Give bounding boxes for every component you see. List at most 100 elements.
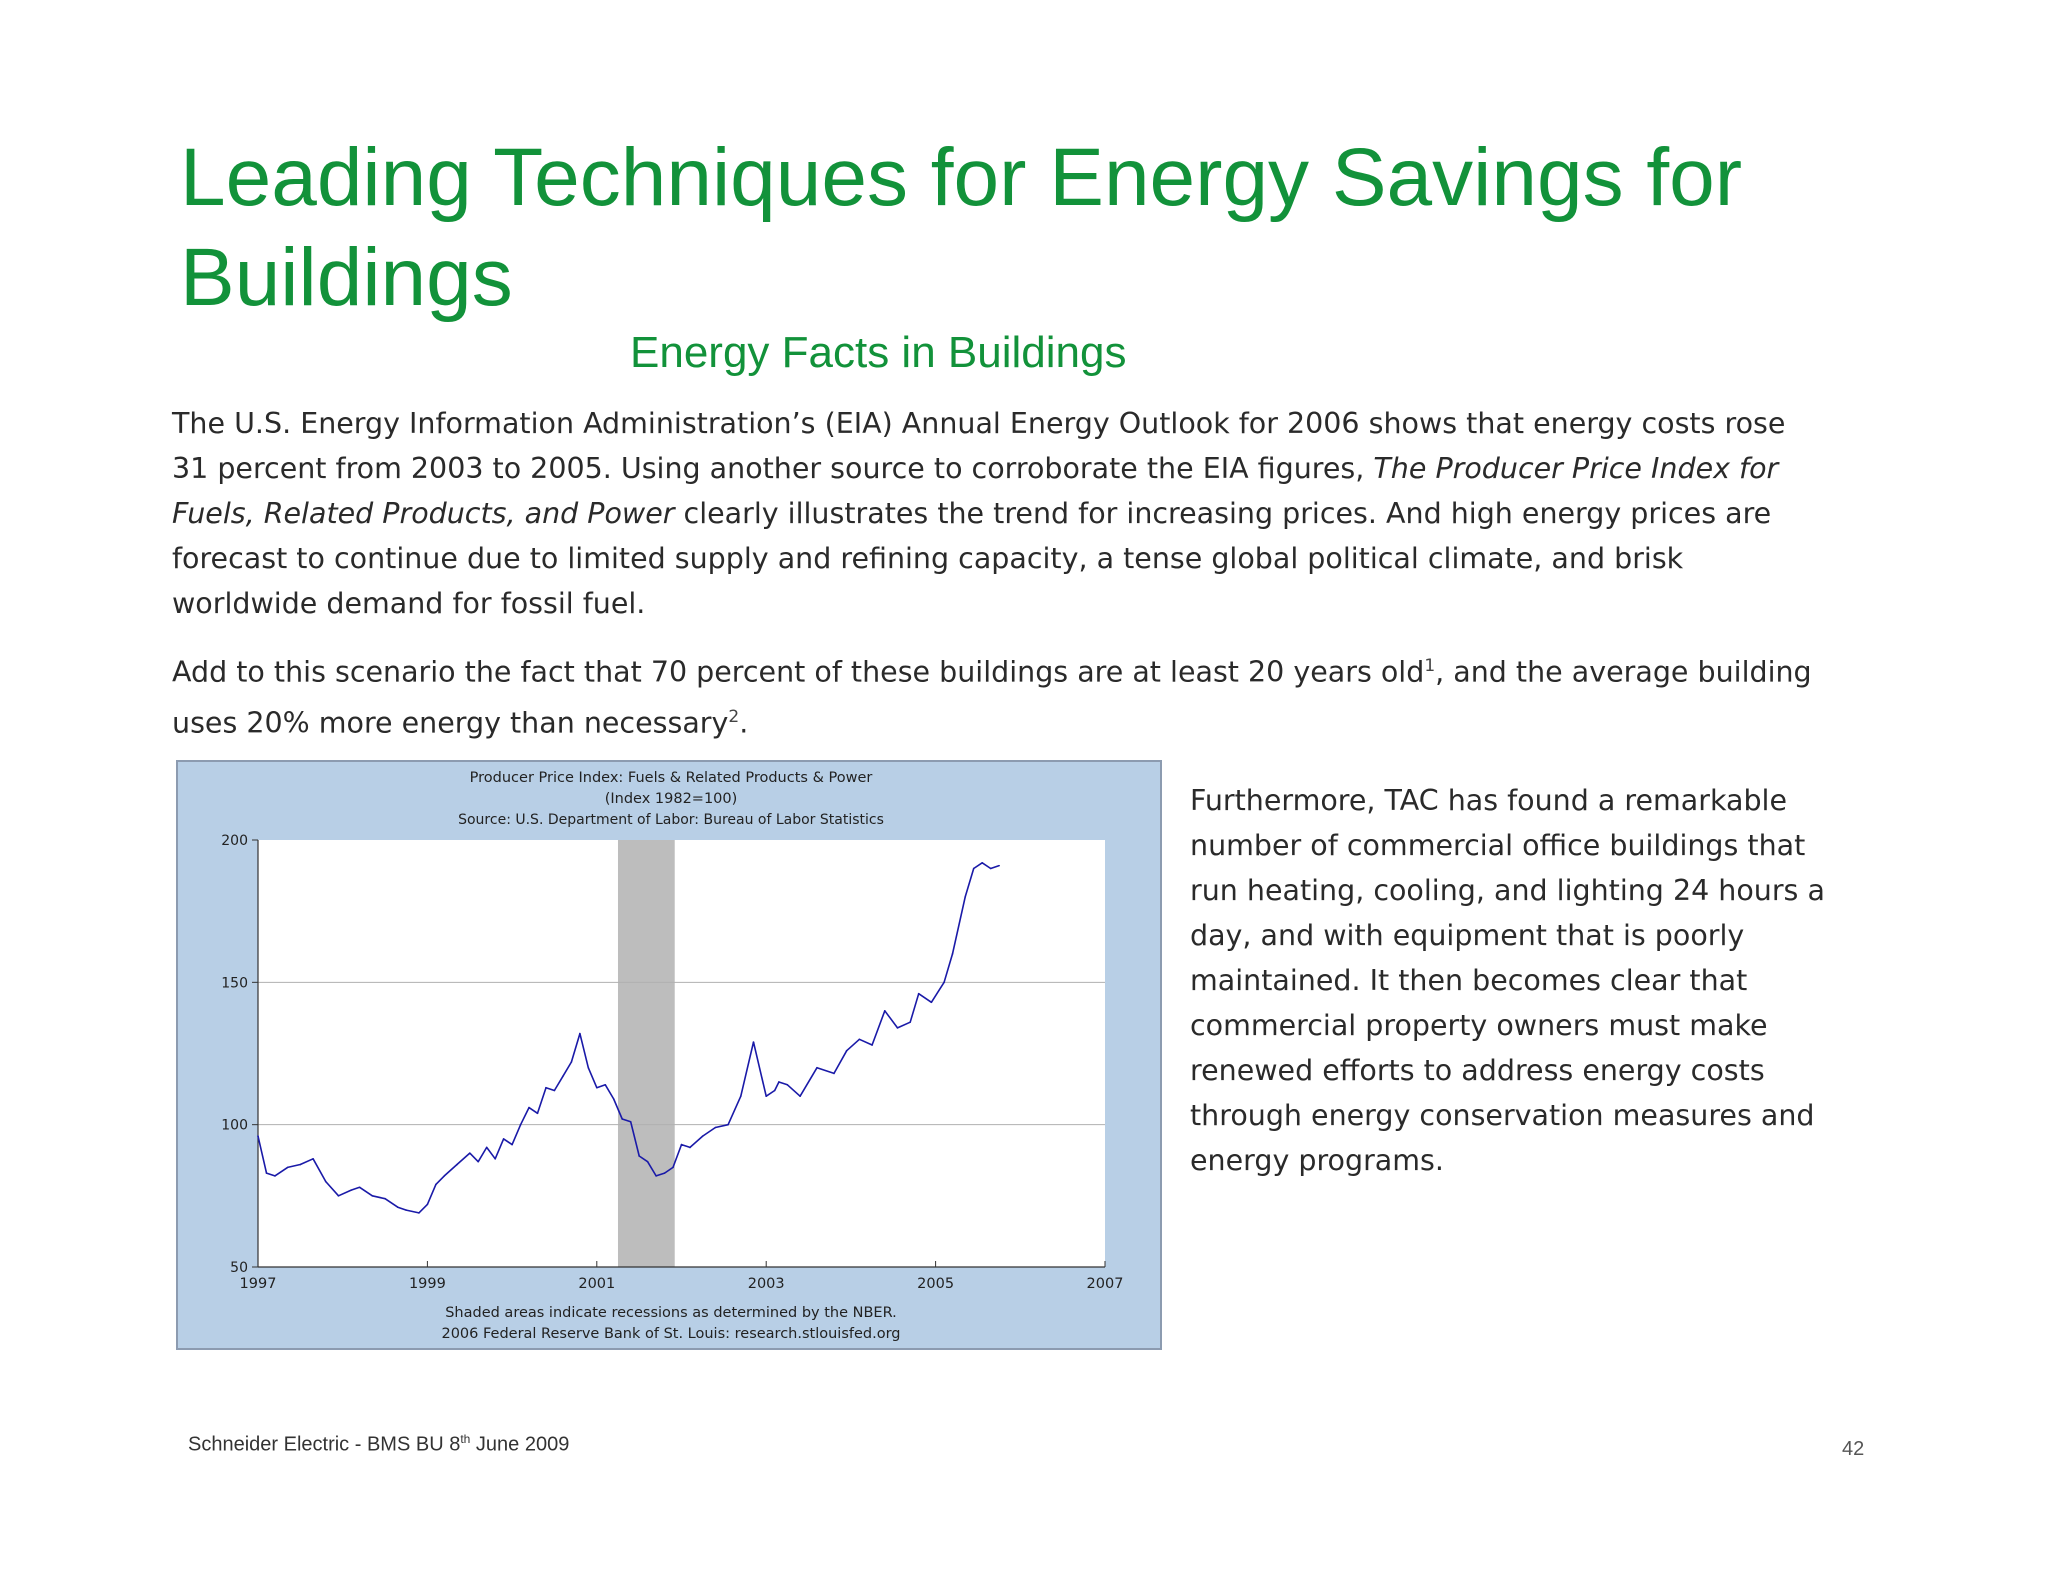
ppi-data-point bbox=[930, 1001, 933, 1004]
ppi-data-point bbox=[485, 1146, 488, 1149]
footnote-ref-1: 1 bbox=[1424, 656, 1436, 676]
ppi-data-point bbox=[426, 1203, 429, 1206]
x-tick-label: 2001 bbox=[578, 1276, 615, 1292]
ppi-data-point bbox=[358, 1186, 361, 1189]
ppi-data-point bbox=[858, 1038, 861, 1041]
ppi-data-point bbox=[972, 867, 975, 870]
ppi-data-point bbox=[943, 981, 945, 984]
x-tick-label: 2007 bbox=[1087, 1276, 1124, 1292]
ppi-data-point bbox=[579, 1032, 581, 1035]
slide-title: Leading Techniques for Energy Savings fo… bbox=[180, 132, 1743, 323]
ppi-data-point bbox=[350, 1189, 352, 1191]
ppi-data-point bbox=[773, 1089, 776, 1092]
ppi-data-point bbox=[689, 1146, 691, 1149]
ppi-data-point bbox=[765, 1095, 767, 1097]
ppi-data-point bbox=[405, 1209, 408, 1211]
ppi-data-point bbox=[265, 1172, 268, 1174]
ppi-data-point bbox=[786, 1084, 789, 1086]
ppi-data-point bbox=[502, 1138, 505, 1140]
x-tick-label: 1997 bbox=[240, 1276, 277, 1292]
x-tick-label: 2003 bbox=[748, 1276, 785, 1292]
ppi-data-point bbox=[646, 1160, 649, 1163]
chart-title: Producer Price Index: Fuels & Related Pr… bbox=[470, 770, 873, 786]
slide-subtitle: Energy Facts in Buildings bbox=[630, 328, 1127, 377]
paragraph-buildings-text-3: . bbox=[739, 706, 749, 739]
ppi-data-point bbox=[337, 1195, 340, 1197]
ppi-data-point bbox=[477, 1160, 480, 1163]
chart-subtitle: (Index 1982=100) bbox=[605, 791, 738, 807]
y-tick-label: 150 bbox=[221, 975, 248, 991]
ppi-data-point bbox=[739, 1095, 742, 1097]
paragraph-eia: The U.S. Energy Information Administrati… bbox=[172, 401, 1812, 626]
x-tick-label: 1999 bbox=[409, 1276, 446, 1292]
ppi-data-point bbox=[752, 1041, 755, 1043]
ppi-data-point bbox=[396, 1206, 399, 1209]
ppi-data-point bbox=[672, 1166, 674, 1169]
ppi-data-point bbox=[443, 1175, 446, 1177]
paragraph-eia-text-2: clearly illustrates the trend for increa… bbox=[172, 497, 1772, 620]
ppi-data-point bbox=[871, 1044, 873, 1046]
ppi-data-point bbox=[981, 861, 983, 864]
chart-source: Source: U.S. Department of Labor: Bureau… bbox=[458, 812, 884, 828]
ppi-data-point bbox=[883, 1010, 886, 1012]
ppi-data-point bbox=[612, 1098, 615, 1100]
ppi-data-point bbox=[964, 896, 967, 898]
ppi-chart-svg: Producer Price Index: Fuels & Related Pr… bbox=[221, 770, 1124, 1342]
ppi-chart: Producer Price Index: Fuels & Related Pr… bbox=[176, 760, 1162, 1350]
ppi-data-point bbox=[714, 1126, 717, 1129]
ppi-data-point bbox=[274, 1175, 276, 1177]
ppi-data-point bbox=[494, 1158, 496, 1160]
paragraph-buildings-text-1: Add to this scenario the fact that 70 pe… bbox=[172, 655, 1425, 689]
ppi-data-point bbox=[596, 1086, 598, 1089]
ppi-data-point bbox=[833, 1072, 835, 1075]
ppi-data-point bbox=[468, 1152, 471, 1154]
ppi-data-point bbox=[629, 1121, 632, 1123]
ppi-data-point bbox=[951, 953, 954, 955]
y-tick-label: 100 bbox=[221, 1118, 248, 1134]
ppi-data-point bbox=[324, 1180, 327, 1183]
ppi-data-point bbox=[418, 1212, 420, 1214]
ppi-data-point bbox=[536, 1112, 539, 1115]
plot-area bbox=[258, 840, 1105, 1267]
ppi-data-point bbox=[257, 1135, 259, 1137]
footer-ordinal: th bbox=[460, 1432, 471, 1446]
ppi-data-point bbox=[545, 1086, 547, 1089]
chart-footnote-recession: Shaded areas indicate recessions as dete… bbox=[445, 1305, 897, 1321]
ppi-data-point bbox=[638, 1155, 640, 1157]
ppi-data-point bbox=[511, 1143, 513, 1146]
paragraph-buildings-age: Add to this scenario the fact that 70 pe… bbox=[172, 644, 1812, 745]
y-tick-label: 200 bbox=[221, 833, 248, 849]
ppi-data-point bbox=[909, 1021, 911, 1023]
ppi-data-point bbox=[989, 867, 992, 870]
ppi-data-point bbox=[435, 1183, 437, 1186]
footer-text: Schneider Electric - BMS BU 8 bbox=[188, 1433, 461, 1456]
footnote-ref-2: 2 bbox=[728, 706, 740, 727]
ppi-data-point bbox=[562, 1075, 564, 1078]
x-tick-label: 2005 bbox=[917, 1276, 954, 1292]
ppi-data-point bbox=[371, 1195, 374, 1197]
ppi-data-point bbox=[570, 1061, 573, 1063]
ppi-data-point bbox=[816, 1066, 818, 1069]
paragraph-eia-italic: The Producer Price Index for Fuels, Rela… bbox=[172, 452, 1779, 530]
ppi-data-point bbox=[727, 1123, 729, 1126]
footer-date-text: June 2009 bbox=[470, 1433, 570, 1456]
ppi-data-point bbox=[519, 1123, 522, 1126]
ppi-data-point bbox=[917, 992, 920, 995]
ppi-data-point bbox=[528, 1106, 530, 1109]
paragraph-buildings-text-2: , and the average building uses 20% more… bbox=[172, 655, 1812, 740]
ppi-data-point bbox=[587, 1066, 590, 1069]
paragraph-eia-text-1: The U.S. Energy Information Administrati… bbox=[172, 407, 1786, 485]
ppi-data-point bbox=[799, 1095, 801, 1097]
ppi-data-point bbox=[621, 1118, 624, 1120]
ppi-data-point bbox=[680, 1143, 683, 1146]
ppi-data-point bbox=[286, 1166, 289, 1169]
paragraph-tac-findings: Furthermore, TAC has found a remarkable … bbox=[1190, 784, 1825, 1177]
ppi-data-point bbox=[778, 1081, 780, 1083]
ppi-data-point bbox=[896, 1027, 899, 1029]
ppi-data-point bbox=[663, 1172, 666, 1174]
ppi-data-point bbox=[701, 1135, 704, 1137]
ppi-data-point bbox=[845, 1049, 848, 1052]
ppi-data-point bbox=[604, 1084, 607, 1086]
ppi-data-point bbox=[553, 1089, 556, 1092]
y-tick-label: 50 bbox=[230, 1260, 248, 1276]
